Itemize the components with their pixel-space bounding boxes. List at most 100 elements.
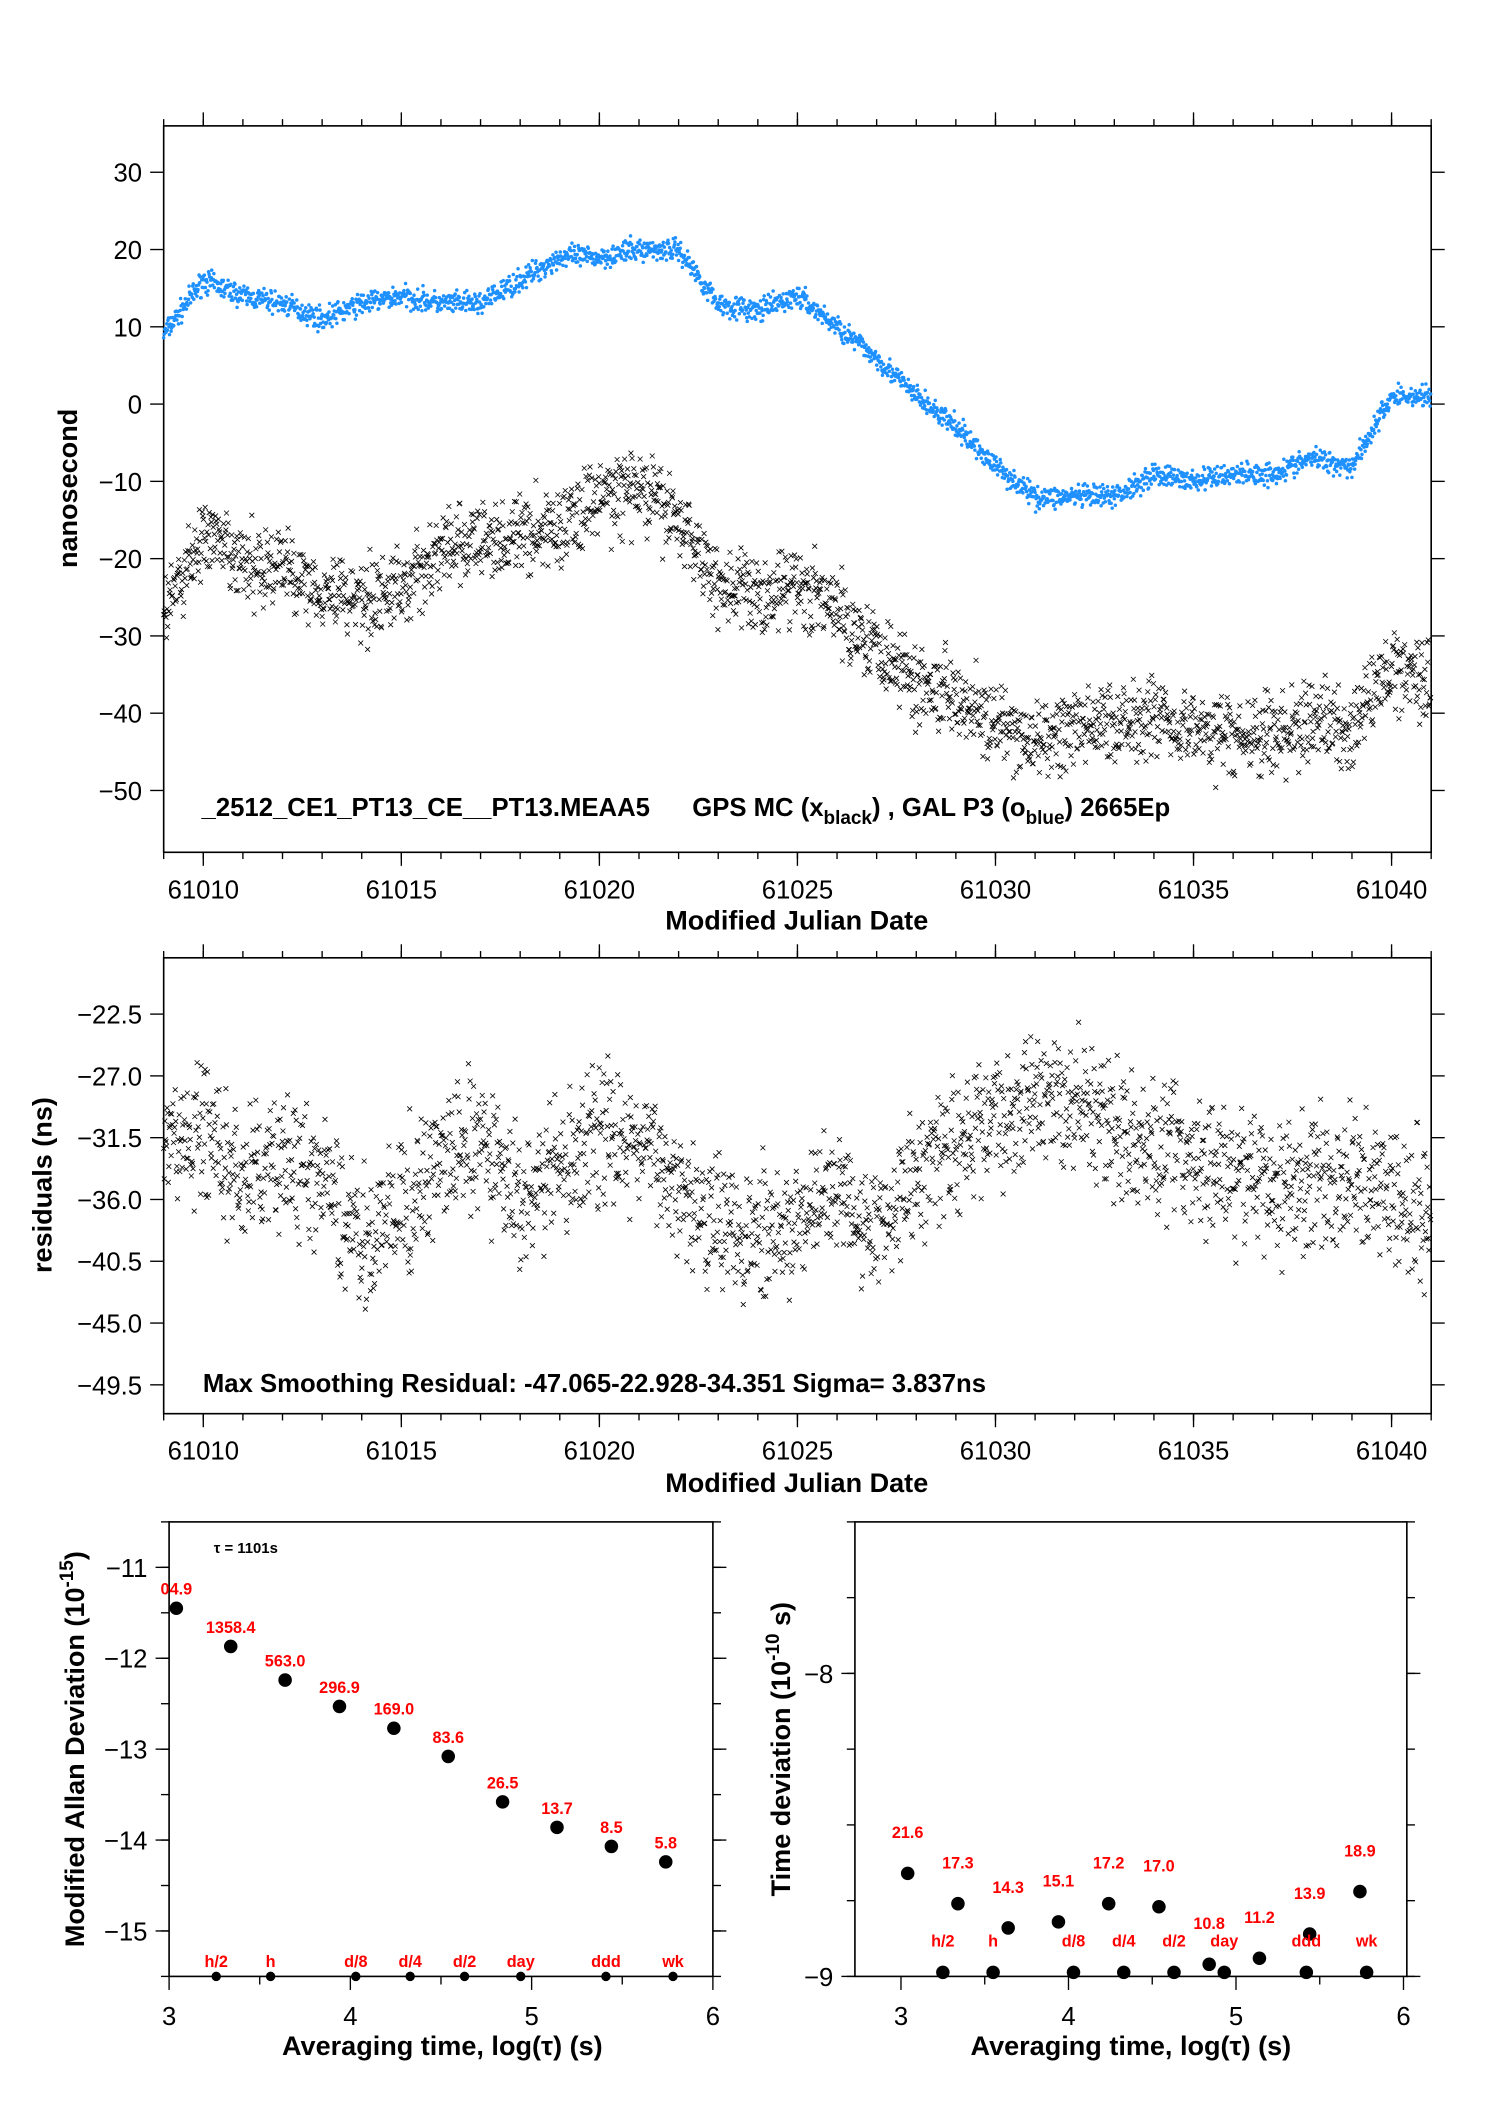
gal-point — [811, 306, 816, 310]
residual-point — [172, 1087, 178, 1093]
gal-point — [1370, 434, 1375, 439]
residual-point — [207, 1109, 213, 1115]
gal-point — [262, 286, 266, 291]
gps-point — [939, 693, 945, 699]
gal-point — [994, 455, 998, 459]
gps-point — [419, 610, 426, 617]
gps-point — [1264, 731, 1270, 738]
gps-point — [1279, 687, 1286, 694]
gps-point — [556, 513, 562, 519]
gal-point — [265, 304, 270, 308]
gal-point — [986, 452, 991, 456]
residual-point — [222, 1165, 229, 1171]
gal-point — [480, 311, 484, 316]
gps-point — [1249, 702, 1256, 709]
gal-point — [1068, 498, 1072, 502]
gps-point — [1181, 688, 1188, 694]
gal-point — [645, 253, 649, 258]
gal-point — [963, 439, 968, 443]
gal-legend-sub: blue — [1026, 808, 1065, 829]
gal-point — [771, 289, 775, 293]
gal-point — [1098, 485, 1102, 489]
gps-point — [608, 546, 615, 553]
gps-point — [1085, 695, 1091, 701]
gps-point — [866, 658, 873, 664]
gal-point — [1385, 402, 1390, 406]
gps-point — [917, 677, 923, 683]
gal-point — [1227, 482, 1232, 486]
gal-point — [880, 373, 885, 377]
gal-point — [803, 285, 808, 290]
gps-point — [1076, 734, 1082, 740]
gps-point — [1150, 680, 1157, 687]
gal-point — [1190, 468, 1195, 473]
residual-point — [228, 1153, 234, 1159]
gps-point — [803, 566, 810, 573]
gal-point — [1132, 472, 1137, 476]
gps-point — [382, 583, 389, 590]
residual-point — [223, 1085, 229, 1092]
gps-point — [412, 548, 418, 554]
gps-point — [1157, 710, 1164, 716]
gal-point — [186, 303, 190, 307]
gal-point — [578, 264, 583, 268]
residual-point — [166, 1163, 172, 1170]
gal-point — [516, 284, 521, 289]
gal-point — [295, 305, 300, 309]
gps-point — [1021, 744, 1028, 751]
gal-point — [1125, 494, 1129, 499]
gps-point — [1085, 683, 1092, 689]
gps-point — [1237, 703, 1243, 709]
gps-point — [322, 600, 328, 606]
gal-point — [370, 305, 375, 310]
gps-point — [903, 662, 910, 669]
gal-point — [947, 419, 951, 423]
gal-point — [781, 292, 785, 296]
gal-point — [415, 287, 420, 291]
gal-point — [1079, 497, 1083, 501]
gps-point — [707, 596, 713, 603]
gal-point — [351, 300, 356, 305]
gal-point — [674, 253, 679, 257]
gal-point — [873, 349, 878, 354]
gal-point — [354, 313, 359, 317]
gal-point — [734, 318, 739, 322]
gps-point — [728, 565, 734, 572]
gal-point — [1237, 480, 1242, 484]
gps-point — [1056, 726, 1062, 733]
gal-point — [161, 336, 166, 340]
y-tick-label: 10 — [113, 314, 142, 342]
gps-point — [763, 614, 769, 620]
gps-point — [517, 491, 523, 497]
gal-point — [393, 298, 397, 303]
gps-point — [749, 558, 755, 565]
gps-point — [356, 586, 362, 592]
gal-point — [712, 299, 716, 304]
gps-point — [1408, 656, 1415, 662]
gal-point — [742, 312, 747, 316]
gal-point — [435, 309, 440, 314]
gal-point — [832, 323, 836, 328]
gal-point — [1047, 499, 1051, 503]
gps-point — [993, 687, 999, 693]
gal-point — [1420, 382, 1424, 387]
gal-point — [169, 329, 173, 333]
gps-point — [463, 556, 469, 562]
gps-point — [725, 618, 732, 624]
gps-point — [411, 590, 417, 597]
gps-point — [214, 556, 220, 563]
gal-point — [390, 296, 394, 300]
gal-point — [300, 313, 305, 318]
residual-point — [201, 1141, 208, 1147]
gal-point — [1292, 471, 1296, 475]
gps-point — [1312, 714, 1319, 720]
gps-point — [1353, 702, 1360, 709]
gal-point — [243, 292, 248, 297]
x-axis-title: Modified Julian Date — [665, 905, 928, 935]
gps-point — [847, 661, 853, 668]
gps-point — [1316, 703, 1323, 709]
gps-point — [530, 556, 536, 563]
gal-point — [421, 290, 426, 295]
gal-point — [1194, 485, 1199, 489]
gal-point — [1268, 466, 1273, 471]
